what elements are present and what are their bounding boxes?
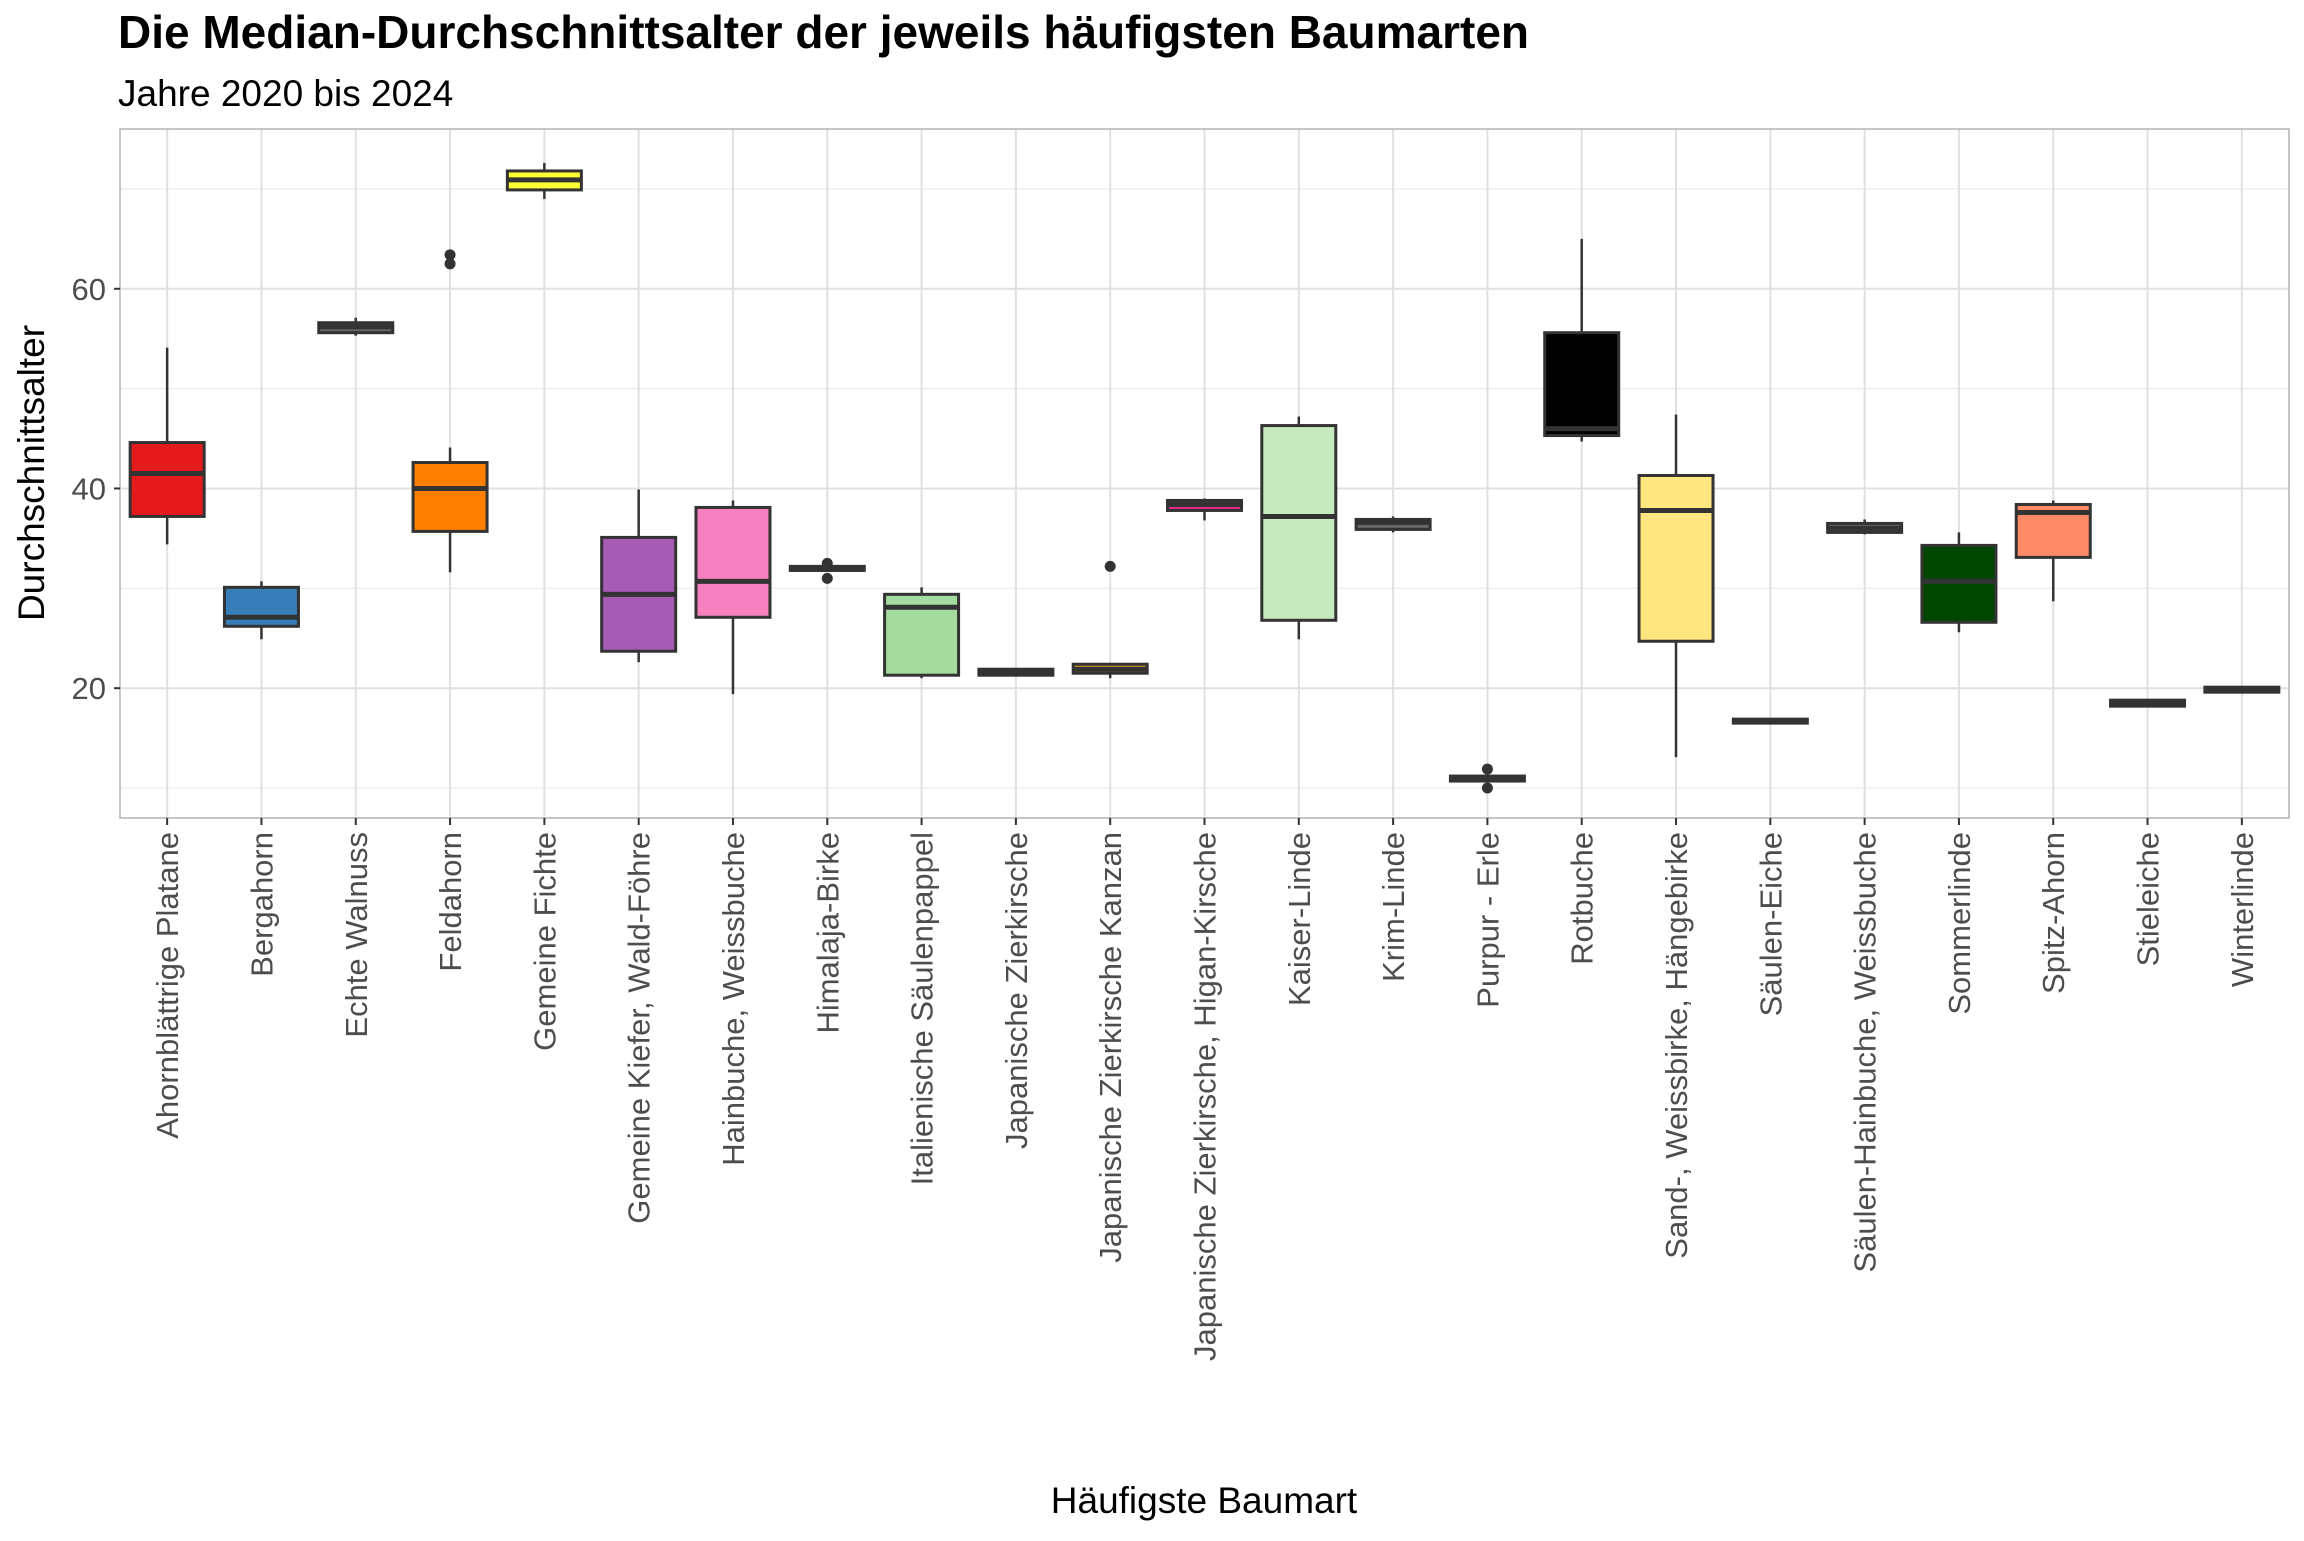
x-tick-label: Säulen-Eiche — [1753, 832, 1788, 1016]
box-iqr — [1637, 473, 1715, 643]
x-tick-label: Bergahorn — [244, 832, 279, 977]
x-tick-label: Purpur - Erle — [1470, 832, 1505, 1008]
chart-subtitle: Jahre 2020 bis 2024 — [118, 73, 453, 114]
box-sommerlinde — [1920, 532, 1998, 633]
outlier-point — [1481, 782, 1493, 794]
x-tick-label: Gemeine Fichte — [527, 832, 562, 1051]
x-axis-title: Häufigste Baumart — [1051, 1480, 1358, 1521]
box-purpur-erle — [1448, 763, 1526, 794]
box-ahornblättrige-platane — [128, 347, 206, 545]
box-italienische-säulenpappel — [883, 587, 961, 679]
x-tick-label: Krim-Linde — [1376, 832, 1411, 982]
outlier-point — [821, 572, 833, 584]
box-iqr — [222, 585, 300, 628]
x-tick-label: Gemeine Kiefer, Wald-Föhre — [622, 832, 657, 1224]
box-säulen-eiche — [1731, 717, 1809, 725]
x-tick-label: Sand-, Weissbirke, Hängebirke — [1659, 832, 1694, 1259]
x-tick-label: Japanische Zierkirsche Kanzan — [1093, 832, 1128, 1263]
x-axis: Ahornblättrige Platane Bergahorn Echte Wal… — [150, 818, 2260, 1361]
outlier-point — [1481, 763, 1493, 775]
boxes — [128, 162, 2281, 794]
box-japanische-zierkirsche — [977, 667, 1055, 677]
box-kaiser-linde — [1260, 416, 1338, 640]
box-japanische-zierkirsche-kanzan — [1071, 560, 1149, 679]
x-tick-label: Sommerlinde — [1942, 832, 1977, 1015]
x-tick-label: Stieleiche — [2131, 832, 2166, 966]
x-tick-label: Ahornblättrige Platane — [150, 832, 185, 1139]
box-iqr — [1543, 331, 1621, 438]
x-tick-label: Japanische Zierkirsche — [999, 832, 1034, 1149]
outlier-point — [1104, 560, 1116, 572]
box-spitz-ahorn — [2014, 500, 2092, 602]
box-iqr — [1260, 424, 1338, 622]
x-tick-label: Säulen-Hainbuche, Weissbuche — [1848, 832, 1883, 1273]
box-gemeine-fichte — [505, 162, 583, 199]
x-tick-label: Kaiser-Linde — [1282, 832, 1317, 1006]
box-bergahorn — [222, 581, 300, 640]
y-axis: 20 40 60 — [72, 272, 120, 706]
x-tick-label: Winterlinde — [2225, 832, 2260, 987]
y-tick-label: 40 — [72, 471, 106, 506]
box-echte-walnuss — [317, 317, 395, 336]
x-tick-label: Rotbuche — [1565, 832, 1600, 965]
box-stieleiche — [2109, 698, 2187, 708]
box-krim-linde — [1354, 516, 1432, 533]
y-axis-title: Durchschnittsalter — [11, 325, 52, 621]
outlier-point — [821, 557, 833, 569]
y-tick-label: 20 — [72, 671, 106, 706]
chart-title: Die Median-Durchschnittsalter der jeweil… — [118, 6, 1529, 58]
box-himalaja-birke — [788, 557, 866, 584]
x-tick-label: Spitz-Ahorn — [2036, 832, 2071, 994]
box-hainbuche-weissbuche — [694, 500, 772, 695]
box-rotbuche — [1543, 238, 1621, 442]
box-iqr — [411, 461, 489, 533]
x-tick-label: Feldahorn — [433, 832, 468, 972]
x-tick-label: Himalaja-Birke — [810, 832, 845, 1034]
box-winterlinde — [2203, 685, 2281, 694]
box-iqr — [694, 505, 772, 619]
box-gemeine-kiefer-wald-föhre — [600, 489, 678, 663]
x-tick-label: Italienische Säulenpappel — [905, 832, 940, 1185]
box-iqr — [128, 441, 206, 518]
y-tick-label: 60 — [72, 272, 106, 307]
outlier-point — [444, 249, 456, 261]
box-feldahorn — [411, 249, 489, 573]
x-tick-label: Echte Walnuss — [339, 832, 374, 1038]
box-sand-weissbirke-hängebirke — [1637, 414, 1715, 758]
x-tick-label: Japanische Zierkirsche, Higan-Kirsche — [1188, 832, 1223, 1361]
box-säulen-hainbuche-weissbuche — [1826, 519, 1904, 535]
x-tick-label: Hainbuche, Weissbuche — [716, 832, 751, 1166]
outlier-point — [444, 258, 456, 270]
box-japanische-zierkirsche-higan-kirsche — [1166, 498, 1243, 521]
